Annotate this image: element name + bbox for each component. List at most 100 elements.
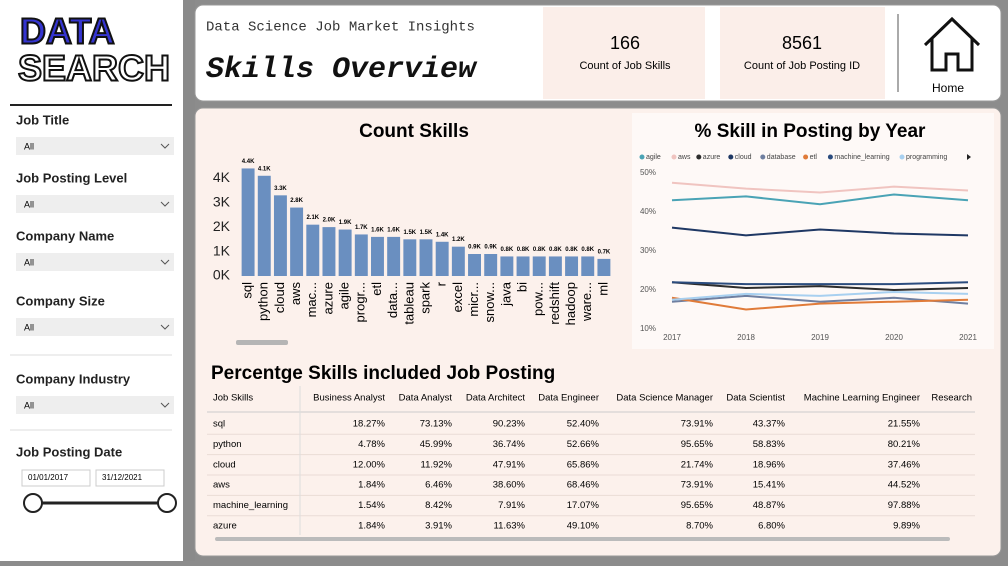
data-label: 0.8K xyxy=(565,247,578,253)
dropdown-value[interactable]: All xyxy=(24,257,34,267)
table: Job Skills Business Analyst Data Analyst Da… xyxy=(207,386,975,535)
data-label: 2.8K xyxy=(290,198,303,204)
table-cell: 73.91% xyxy=(681,480,714,491)
x-tick-label: ware... xyxy=(579,282,594,322)
date-input[interactable] xyxy=(95,469,165,487)
table-cell: 6.46% xyxy=(425,480,452,491)
dropdown[interactable] xyxy=(16,396,174,414)
chevron[interactable] xyxy=(160,201,170,207)
dropdown[interactable] xyxy=(16,318,174,336)
x-tick-label: hadoop xyxy=(563,282,578,325)
slider-handle[interactable] xyxy=(23,493,43,513)
x-tick-label: r xyxy=(434,281,449,286)
bar xyxy=(597,258,611,276)
bar xyxy=(435,241,449,276)
table-cell: 49.10% xyxy=(567,521,600,532)
line xyxy=(671,281,969,286)
dropdown-value[interactable]: All xyxy=(24,141,34,151)
scrollbar xyxy=(215,537,950,541)
slider-handle[interactable] xyxy=(157,493,177,513)
data-label: 2.0K xyxy=(323,218,336,224)
column-header: Data Architect xyxy=(466,393,525,404)
table-cell: 52.66% xyxy=(567,439,600,450)
data-label: 1.4K xyxy=(436,232,449,238)
x-tick-label: pow... xyxy=(531,282,546,316)
bar xyxy=(387,236,401,276)
bar xyxy=(516,256,530,276)
table-cell: 18.96% xyxy=(753,459,786,470)
bar xyxy=(354,234,368,276)
kpi-card xyxy=(543,7,705,99)
column-header: Machine Learning Engineer xyxy=(804,393,920,404)
table-cell: 80.21% xyxy=(888,439,921,450)
chevron[interactable] xyxy=(160,143,170,149)
legend-label: machine_learning xyxy=(834,154,889,161)
table-cell: 18.27% xyxy=(353,419,386,430)
home-label[interactable]: Home xyxy=(932,81,964,95)
x-tick-label: sql xyxy=(240,282,255,299)
dropdown-value[interactable]: All xyxy=(24,322,34,332)
x-tick-label: ml xyxy=(595,282,610,296)
table-cell: 21.55% xyxy=(888,419,921,430)
bar xyxy=(451,246,465,276)
table-cell: aws xyxy=(213,480,230,491)
page-title: Skills Overview xyxy=(206,53,478,87)
data-label: 1.5K xyxy=(403,230,416,236)
legend-marker xyxy=(803,154,809,160)
data-label: 0.8K xyxy=(517,247,530,253)
chevron[interactable] xyxy=(160,259,170,265)
home-icon[interactable] xyxy=(923,16,981,72)
logo: SEARCH xyxy=(18,48,170,89)
x-tick-label: data... xyxy=(385,282,400,318)
table-cell: 21.74% xyxy=(681,459,714,470)
table-cell: 1.84% xyxy=(358,521,385,532)
table-cell: 7.91% xyxy=(498,500,525,511)
column-header: Business Analyst xyxy=(313,393,385,404)
data-label: 1.2K xyxy=(452,237,465,243)
date-input[interactable] xyxy=(21,469,91,487)
x-tick-label: excel xyxy=(450,282,465,312)
dropdown[interactable] xyxy=(16,137,174,155)
table-cell: azure xyxy=(213,521,237,532)
filter-label: Job Posting Level xyxy=(16,170,127,185)
data-label: 1.9K xyxy=(339,220,352,226)
filter-label: Company Industry xyxy=(16,371,131,386)
legend-marker xyxy=(728,154,734,160)
bar xyxy=(500,256,514,276)
dropdown-value[interactable]: All xyxy=(24,199,34,209)
data-label: 1.6K xyxy=(387,227,400,233)
kpi-label: Count of Job Posting ID xyxy=(744,60,860,72)
chevron[interactable] xyxy=(160,324,170,330)
legend-marker xyxy=(827,154,833,160)
date-start[interactable]: 01/01/2017 xyxy=(28,473,69,482)
y-tick-label: 20% xyxy=(640,285,656,294)
y-tick-label: 30% xyxy=(640,246,656,255)
line xyxy=(671,294,969,305)
dropdown[interactable] xyxy=(16,195,174,213)
table-cell: cloud xyxy=(213,459,236,470)
data-label: 0.8K xyxy=(581,247,594,253)
legend-arrow[interactable] xyxy=(967,154,971,160)
dropdown[interactable] xyxy=(16,253,174,271)
subtitle: Data Science Job Market Insights xyxy=(206,20,475,36)
data-label: 1.5K xyxy=(420,230,433,236)
chevron[interactable] xyxy=(160,402,170,408)
logo: DATA xyxy=(20,11,115,52)
x-tick-label: 2021 xyxy=(959,333,977,342)
x-tick-label: java xyxy=(498,281,513,307)
scrollbar xyxy=(236,340,288,345)
date-end[interactable]: 31/12/2021 xyxy=(102,473,143,482)
table-cell: 45.99% xyxy=(420,439,453,450)
x-tick-label: aws xyxy=(288,282,303,306)
line xyxy=(671,281,969,292)
bar xyxy=(338,229,352,276)
table-cell: 68.46% xyxy=(567,480,600,491)
bar xyxy=(548,256,562,276)
legend-marker xyxy=(760,154,766,160)
table-cell: 97.88% xyxy=(888,500,921,511)
kpi-card xyxy=(720,7,885,99)
filter-label: Job Title xyxy=(16,112,69,127)
dropdown-value[interactable]: All xyxy=(24,400,34,410)
legend-label: programming xyxy=(906,154,947,161)
